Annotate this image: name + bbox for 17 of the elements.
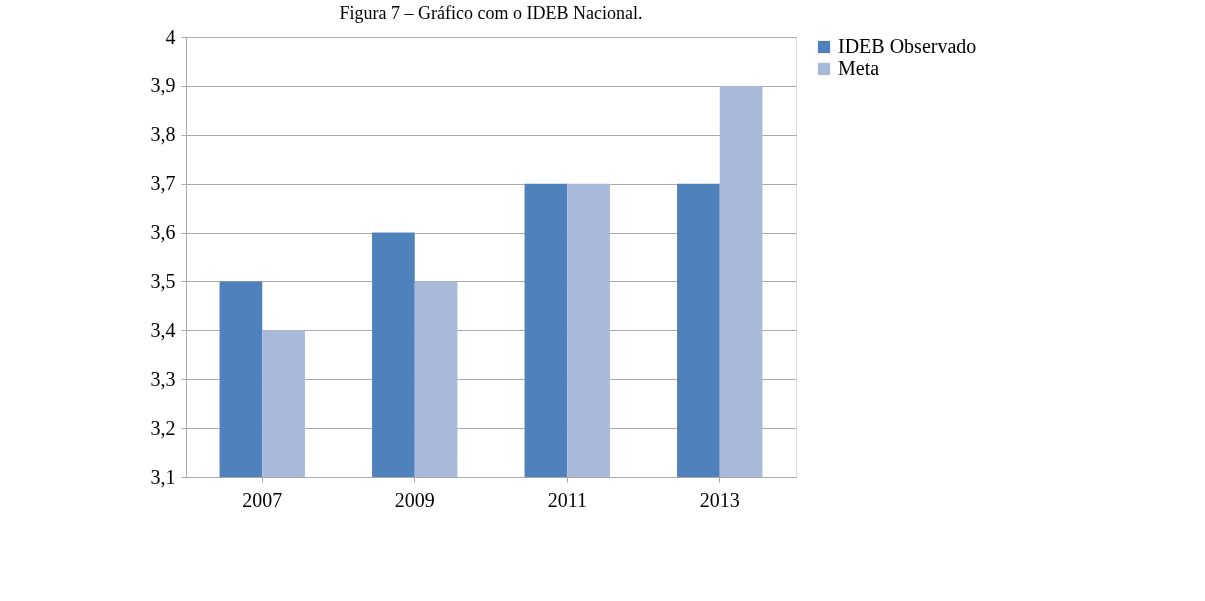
y-tick-label: 3,1 — [150, 465, 176, 488]
y-tick-label: 3,5 — [150, 269, 176, 292]
y-tick-label: 3,9 — [150, 74, 176, 97]
y-tick-label: 3,8 — [150, 123, 176, 146]
x-tick-label: 2007 — [242, 488, 283, 511]
y-tick-label: 3,2 — [150, 416, 176, 439]
y-tick-label: 3,3 — [150, 367, 176, 390]
x-tick-label: 2011 — [547, 488, 587, 511]
y-tick-label: 3,6 — [150, 221, 176, 244]
y-tick-label: 4 — [165, 25, 176, 48]
x-tick-label: 2013 — [699, 488, 740, 511]
legend-label: Meta — [838, 57, 880, 79]
chart-title: Figura 7 – Gráfico com o IDEB Nacional. — [339, 3, 643, 23]
x-tick-label: 2009 — [394, 488, 435, 511]
y-tick-label: 3,4 — [150, 318, 176, 341]
y-tick-label: 3,7 — [150, 172, 176, 195]
legend-label: IDEB Observado — [838, 35, 977, 57]
